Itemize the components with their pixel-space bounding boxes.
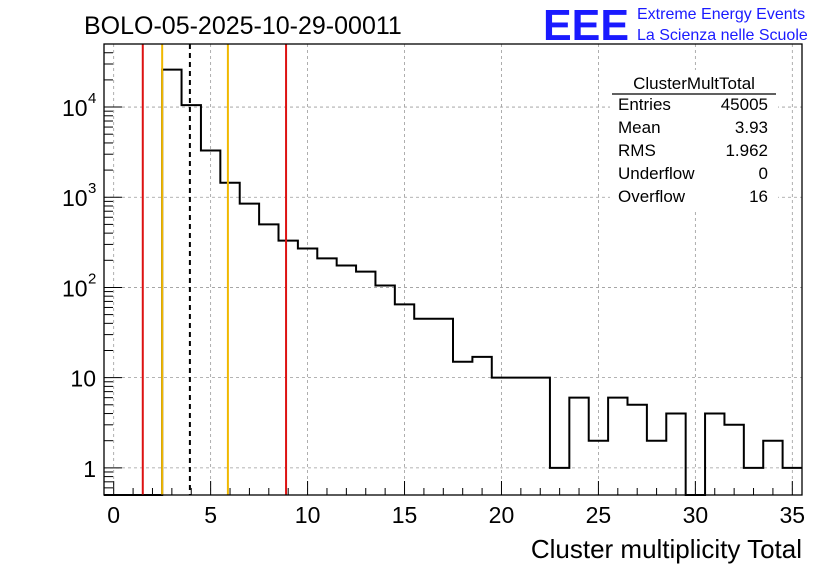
stats-value-rms: 1.962 [725,141,768,160]
stats-label-mean: Mean [618,118,661,137]
histogram-bin [240,204,259,495]
histogram-bin [724,425,743,495]
chart-title: BOLO-05-2025-10-29-00011 [84,12,402,40]
y-tick-label: 1 [83,456,96,482]
plot-frame [103,43,803,496]
stats-box-background [610,70,778,210]
x-tick-label: 30 [683,502,709,528]
histogram-bin [414,319,433,495]
stats-value-mean: 3.93 [735,118,768,137]
histogram-bin [666,414,685,495]
x-tick-label: 0 [107,502,120,528]
histogram-bin [259,224,278,495]
histogram-bin [375,286,394,495]
stats-label-overflow: Overflow [618,187,686,206]
histogram-bin [705,414,724,495]
stats-label-entries: Entries [618,95,671,114]
reference-lines [141,44,288,495]
stats-value-entries: 45005 [721,95,768,114]
stats-label-underflow: Underflow [618,164,695,183]
x-tick-label: 35 [780,502,806,528]
stats-value-underflow: 0 [759,164,768,183]
x-tick-label: 5 [204,502,217,528]
histogram-bin [647,441,666,495]
x-axis-label: Cluster multiplicity Total [531,534,802,564]
axis-ticks [104,43,793,495]
histogram-bin [569,398,588,495]
stats-label-rms: RMS [618,141,656,160]
histogram-bin [182,105,201,495]
histogram-bin [763,441,782,495]
x-tick-label: 20 [489,502,515,528]
histogram-bin [511,378,530,495]
x-tick-label: 25 [586,502,612,528]
x-tick-labels: 0 5 10 15 20 25 30 35 [107,502,805,528]
y-tick-label: 10 [62,95,88,121]
histogram-bin [492,378,511,495]
histogram-bin [337,266,356,495]
eee-logo-line2: La Scienza nelle Scuole [637,27,808,44]
y-tick-exponent: 2 [88,270,96,287]
histogram-bin [531,378,550,495]
eee-logo: EEE Extreme Energy Events La Scienza nel… [543,1,808,50]
y-tick-label: 10 [62,185,88,211]
stats-box-title: ClusterMultTotal [633,74,755,93]
histogram-bin [434,319,453,495]
y-tick-exponent: 4 [88,90,96,107]
histogram-bin [279,241,298,495]
y-tick-exponent: 3 [88,180,96,197]
histogram-bin [220,183,239,495]
eee-logo-line1: Extreme Energy Events [637,6,805,23]
histogram-bin [395,304,414,495]
stats-box: ClusterMultTotal Entries 45005 Mean 3.93… [610,70,778,210]
x-tick-label: 15 [392,502,418,528]
histogram-bin [356,272,375,495]
histogram-bin [608,398,627,495]
histogram-bin [162,70,181,495]
histogram-bin [298,249,317,495]
x-tick-label: 10 [295,502,321,528]
histogram-bin [453,362,472,495]
histogram-bin [317,258,336,495]
eee-logo-mark: EEE [543,1,629,50]
histogram-bin [628,405,647,495]
y-tick-label: 10 [70,366,96,392]
histogram-bin [201,150,220,495]
y-tick-label: 10 [62,275,88,301]
grid-lines [104,44,802,495]
histogram-bin [472,357,491,495]
stats-value-overflow: 16 [749,187,768,206]
